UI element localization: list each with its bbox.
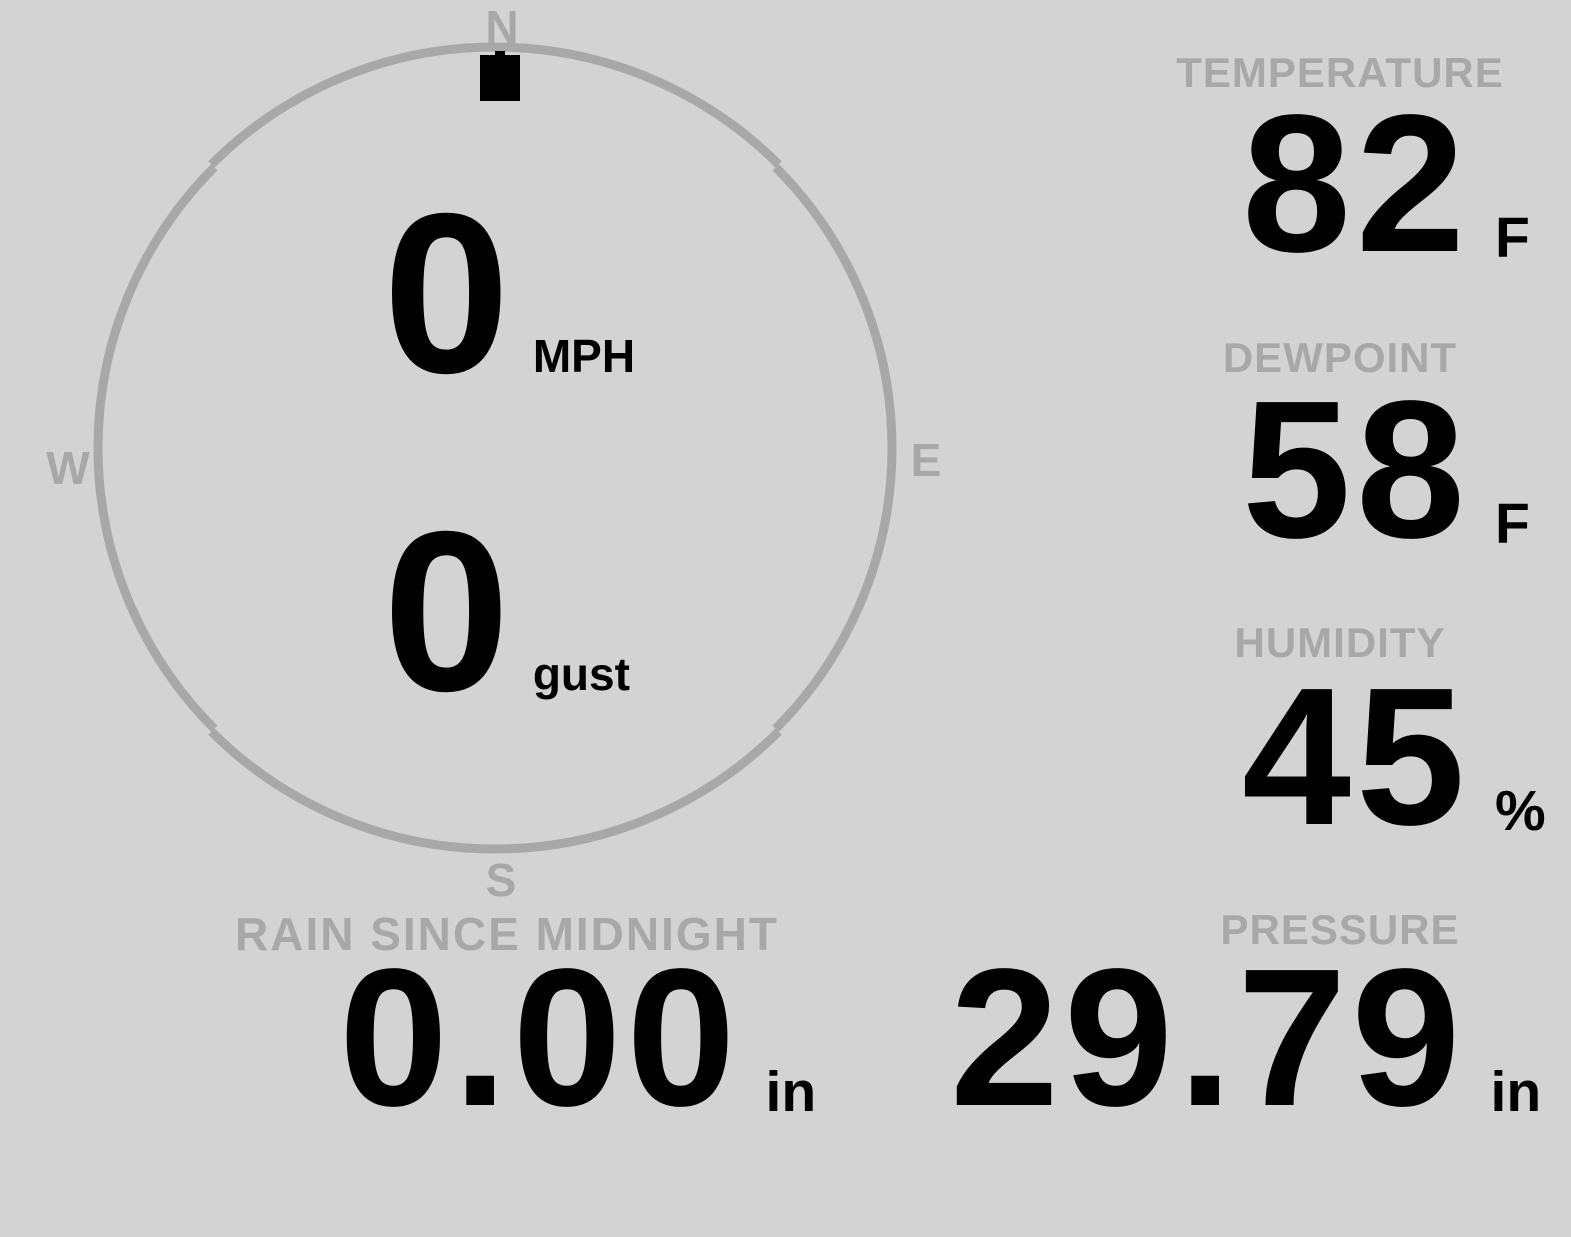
pressure-unit: in xyxy=(1490,1060,1542,1124)
wind-speed-value: 0 xyxy=(383,167,510,421)
compass-ring-arc-west xyxy=(93,164,218,732)
temperature-value: 82 xyxy=(1242,74,1471,293)
wind-gust-value: 0 xyxy=(383,485,510,739)
pressure-value: 29.79 xyxy=(950,928,1466,1147)
humidity-label: HUMIDITY xyxy=(1234,619,1446,666)
temperature-value-row: 82 F xyxy=(1242,86,1530,282)
compass-ring-arc-north xyxy=(208,42,782,168)
humidity-value-row: 45 % xyxy=(1242,659,1546,855)
compass-ring-arc-east xyxy=(772,164,897,732)
wind-gust-unit: gust xyxy=(532,648,630,700)
rain-since-midnight-label: RAIN SINCE MIDNIGHT xyxy=(235,908,779,960)
temperature-unit: F xyxy=(1495,206,1530,270)
temperature-label: TEMPERATURE xyxy=(1176,49,1504,96)
dewpoint-value: 58 xyxy=(1242,360,1471,579)
dewpoint-unit: F xyxy=(1495,492,1530,556)
wind-direction-marker xyxy=(480,51,520,101)
dewpoint-label: DEWPOINT xyxy=(1222,334,1458,381)
humidity-unit: % xyxy=(1495,779,1546,843)
compass-label-west: W xyxy=(46,442,90,494)
wind-speed-unit: MPH xyxy=(532,330,636,382)
pressure-label: PRESSURE xyxy=(1220,906,1460,953)
pressure-value-row: 29.79 in xyxy=(950,940,1541,1136)
humidity-value: 45 xyxy=(1242,647,1471,866)
rain-since-midnight-value: 0.00 xyxy=(339,928,741,1147)
compass-label-south: S xyxy=(485,854,517,906)
compass-ring xyxy=(93,42,897,854)
rain-since-midnight-unit: in xyxy=(765,1060,817,1124)
compass-label-north: N xyxy=(485,1,519,53)
wind-gust: 0 gust xyxy=(383,498,630,726)
compass-label-east: E xyxy=(910,434,942,486)
dewpoint-value-row: 58 F xyxy=(1242,372,1530,568)
compass-ring-arc-south xyxy=(208,728,782,854)
rain-since-midnight-value-row: 0.00 in xyxy=(339,940,816,1136)
wind-speed: 0 MPH xyxy=(383,180,635,408)
